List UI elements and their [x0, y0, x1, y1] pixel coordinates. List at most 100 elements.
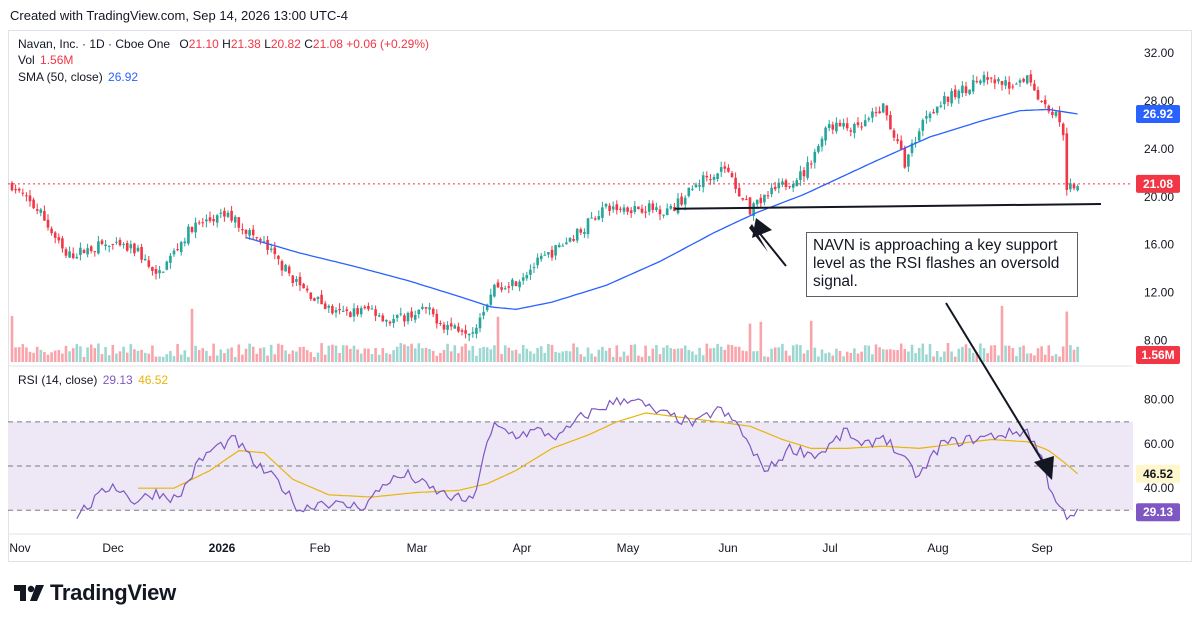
candle-body — [813, 151, 817, 163]
volume-bar — [1022, 345, 1025, 362]
candle-body — [755, 199, 759, 205]
volume-bar — [503, 345, 507, 362]
candle-body — [928, 113, 932, 118]
candle-body — [741, 198, 745, 200]
volume-bar — [745, 351, 748, 362]
rsi-ma-value: 46.52 — [138, 373, 169, 387]
volume-bar — [1069, 345, 1072, 362]
volume-bar — [313, 356, 316, 362]
volume-bar — [370, 354, 374, 362]
volume-bar — [291, 350, 295, 362]
candle-body — [32, 199, 35, 209]
candle-body — [878, 111, 881, 114]
candle-body — [147, 260, 151, 267]
volume-bar — [50, 352, 53, 362]
candle-body — [989, 77, 993, 79]
volume-bar — [622, 351, 626, 362]
volume-bar — [755, 351, 759, 362]
candle-body — [413, 315, 417, 320]
candle-body — [712, 177, 716, 180]
candle-body — [284, 264, 287, 272]
candle-body — [446, 325, 449, 330]
volume-bar — [269, 344, 273, 362]
candle-body — [1004, 80, 1007, 86]
candle-body — [471, 332, 475, 334]
volume-bar — [1072, 349, 1076, 362]
candle-body — [1047, 105, 1051, 112]
candle-body — [766, 195, 770, 197]
candle-body — [298, 276, 302, 286]
candle-body — [197, 222, 201, 224]
candle-body — [597, 216, 601, 220]
candle-body — [226, 212, 230, 217]
last-price-badge-bg — [1136, 174, 1180, 193]
volume-bar — [1025, 353, 1029, 362]
candle-body — [86, 248, 89, 255]
candle-body — [968, 89, 971, 94]
volume-bar — [1000, 305, 1004, 362]
volume-bar — [53, 350, 57, 362]
candle-body — [1022, 78, 1025, 82]
candle-body — [845, 123, 849, 129]
volume-bar — [237, 344, 241, 362]
candle-body — [230, 210, 233, 221]
price-tick-label: 8.00 — [1144, 333, 1168, 347]
volume-bar — [640, 356, 644, 362]
volume-bar — [892, 349, 896, 362]
candle-body — [46, 219, 50, 228]
candle-body — [849, 130, 853, 132]
candle-body — [889, 114, 892, 130]
candle-body — [241, 229, 244, 231]
volume-bar — [295, 351, 298, 362]
candle-body — [35, 209, 39, 211]
candle-body — [838, 122, 842, 127]
candle-body — [118, 239, 122, 246]
candle-body — [727, 167, 730, 172]
candle-body — [881, 103, 885, 113]
created-with-caption: Created with TradingView.com, Sep 14, 20… — [10, 8, 348, 23]
volume-bar — [590, 353, 593, 362]
volume-bar — [136, 350, 140, 362]
volume-bar — [586, 347, 590, 362]
sma-label: SMA (50, close) — [18, 70, 103, 84]
volume-bar — [766, 356, 770, 362]
volume-bar — [118, 351, 122, 362]
volume-bar — [226, 348, 230, 362]
candle-body — [14, 189, 17, 191]
volume-bar — [1076, 346, 1079, 362]
volume-bar — [777, 347, 781, 362]
annotation-callout: NAVN is approaching a key support level … — [806, 232, 1078, 297]
volume-bar — [651, 348, 655, 362]
candle-body — [496, 282, 500, 288]
volume-bar — [997, 355, 1000, 362]
volume-bar — [957, 348, 961, 362]
candle-body — [79, 247, 82, 256]
volume-bar — [979, 343, 982, 362]
candle-body — [1069, 183, 1072, 190]
candle-body — [262, 241, 266, 243]
volume-bar — [647, 356, 651, 362]
volume-bar — [709, 348, 712, 362]
volume-bar — [392, 350, 395, 362]
candle-body — [129, 244, 133, 249]
candle-body — [190, 226, 194, 233]
candle-body — [341, 310, 345, 312]
candle-body — [381, 315, 385, 322]
symbol-legend: Navan, Inc. · 1D · Cboe One O21.10 H21.3… — [18, 37, 429, 51]
volume-bar — [381, 348, 385, 362]
candle-body — [489, 294, 493, 305]
volume-bar — [298, 347, 302, 362]
volume-bar — [1047, 345, 1051, 362]
candle-body — [125, 243, 129, 251]
volume-bar — [712, 347, 716, 362]
candle-body — [482, 311, 485, 316]
volume-bar — [910, 344, 914, 362]
candle-body — [719, 167, 723, 172]
volume-bar — [406, 346, 410, 362]
candle-body — [939, 105, 943, 107]
volume-bar — [345, 345, 349, 362]
volume-bar — [1058, 356, 1061, 362]
candle-body — [64, 249, 68, 256]
candle-body — [867, 118, 871, 120]
